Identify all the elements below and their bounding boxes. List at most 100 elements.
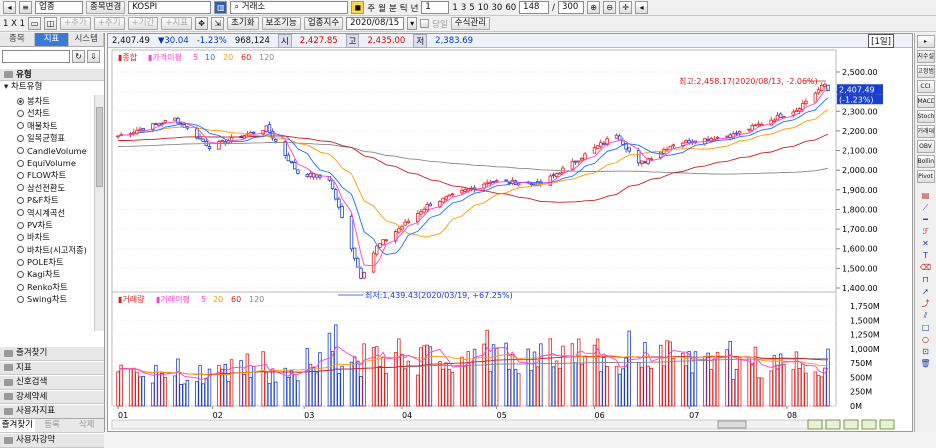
tab-delete[interactable]: 삭제 (78, 420, 95, 430)
reset-button[interactable]: 초기화 (227, 17, 259, 30)
tree-scrollbar[interactable] (94, 95, 104, 331)
period-button[interactable]: +기간 (127, 17, 159, 30)
chart-type-item[interactable]: 삼선전환도 (0, 182, 94, 194)
tab-favorites[interactable]: 즐겨찾기 (0, 419, 35, 432)
tab-register[interactable]: 등록 (44, 420, 60, 430)
indicator-button[interactable]: 거래대금 (916, 125, 935, 138)
chart-type-item[interactable]: POLE차트 (0, 256, 94, 268)
period-year[interactable]: 년 (410, 3, 419, 14)
layout-split-icon[interactable]: ◫ (44, 17, 58, 30)
period-badge[interactable]: [1일] (868, 33, 894, 48)
radio-icon[interactable] (17, 147, 24, 155)
radio-icon[interactable] (17, 196, 24, 204)
price-volume-chart[interactable]: 2,500.002,400.002,300.002,200.002,100.00… (108, 48, 912, 431)
chart-type-item[interactable]: 봉차트 (0, 95, 94, 107)
layout-single-icon[interactable]: ▭ (28, 17, 42, 30)
period-month[interactable]: 월 (378, 3, 386, 14)
box-icon[interactable]: □ (921, 323, 930, 332)
hline-icon[interactable]: ━ (923, 215, 928, 224)
indicator-button[interactable]: 고정범위 (916, 65, 935, 78)
fibonacci-icon[interactable]: ℱ (922, 227, 929, 236)
date-dropdown-icon[interactable]: ▾ (407, 17, 418, 30)
chart-type-item[interactable]: 선차트 (0, 107, 94, 119)
trend-icon[interactable]: ⤴ (921, 299, 930, 308)
pen-icon[interactable]: ▤ (921, 191, 930, 200)
tree-scrollbar-thumb[interactable] (96, 107, 103, 187)
indicator-button[interactable]: OBV (916, 140, 935, 153)
chart-type-item[interactable]: 일목균형표 (0, 132, 94, 144)
indicator-button[interactable]: Pivot (916, 170, 935, 183)
chart-type-item[interactable]: FLOW차트 (0, 169, 94, 181)
indicator-group[interactable]: 사용자강약 (0, 433, 104, 448)
range-current-field[interactable]: 148 (519, 1, 550, 14)
download-icon[interactable]: ⇩ (87, 50, 100, 63)
radio-icon[interactable] (17, 110, 24, 118)
market-search-field[interactable]: ⌕ 거래소 (230, 1, 349, 14)
text-icon[interactable]: T (923, 251, 928, 260)
gann-icon[interactable]: ✕ (922, 239, 929, 248)
quick-count-60[interactable]: 60 (505, 2, 517, 13)
radio-icon[interactable] (17, 258, 24, 266)
symbol-field[interactable]: KOSPI (128, 1, 212, 14)
tree-header[interactable]: ▾ 차트유형 (0, 81, 104, 94)
chart-type-item[interactable]: 매물차트 (0, 120, 94, 132)
quick-count-5[interactable]: 5 (469, 2, 475, 13)
radio-icon[interactable] (17, 134, 24, 142)
indicator-button[interactable]: 지수설정 (916, 50, 935, 63)
chart-type-item[interactable]: 바차트 (0, 231, 94, 243)
chart-type-item[interactable]: PV차트 (0, 219, 94, 231)
chart-type-item[interactable]: 바차트(시고저종) (0, 244, 94, 256)
radio-icon[interactable] (17, 221, 24, 229)
add-chart-button-2[interactable]: +추기 (93, 17, 125, 30)
indicator-button[interactable]: CCI (916, 80, 935, 93)
sector-index-button[interactable]: 업종지수 (303, 17, 344, 30)
indicator-button[interactable]: MACD (916, 95, 935, 108)
group-type[interactable]: 유형 (0, 69, 104, 81)
chart-type-item[interactable]: Kagi차트 (0, 268, 94, 280)
formula-manage-button[interactable]: 수식관리 (450, 17, 491, 30)
chart-type-item[interactable]: EquiVolume (0, 157, 94, 169)
radio-icon[interactable] (17, 233, 24, 241)
trash-icon[interactable]: 🗑 (920, 359, 931, 368)
radio-icon[interactable] (17, 122, 24, 130)
quick-count-30[interactable]: 30 (491, 2, 503, 13)
radio-icon[interactable] (17, 184, 24, 192)
radio-icon[interactable] (17, 295, 24, 303)
resize-icon[interactable]: ⇲ (211, 17, 225, 30)
crosshair-icon[interactable]: ✛ (619, 1, 633, 14)
range-total-field[interactable]: 300 (558, 1, 585, 14)
tab-system[interactable]: 시스템 (69, 33, 105, 46)
zoom-in-icon[interactable]: ⊕ (587, 1, 601, 14)
indicator-button[interactable]: Stoch (916, 110, 935, 123)
channel-icon[interactable]: ⫽ (923, 310, 928, 320)
scroll-left-icon[interactable]: ◂ (635, 1, 649, 14)
radio-icon[interactable] (17, 172, 24, 180)
quick-count-10[interactable]: 10 (477, 2, 489, 13)
lock-icon[interactable]: ⊡ (922, 347, 929, 356)
chart-type-item[interactable]: P&F차트 (0, 194, 94, 206)
tab-indicators[interactable]: 지표 (34, 33, 70, 46)
add-chart-button[interactable]: +추가 (60, 17, 91, 30)
radio-icon[interactable] (17, 246, 24, 254)
circle-icon[interactable]: ○ (922, 335, 929, 344)
radio-icon[interactable] (17, 283, 24, 291)
chart-type-item[interactable]: CandleVolume (0, 145, 94, 157)
period-tick[interactable]: 틱 (399, 3, 408, 14)
magnet-icon[interactable]: ⊓ (922, 275, 929, 284)
quick-count-3[interactable]: 3 (460, 2, 467, 13)
chart-type-item[interactable]: 역시계곡선 (0, 207, 94, 219)
chart-type-item[interactable]: Swing차트 (0, 293, 94, 305)
chart-grid-icon[interactable]: ▥ (214, 1, 228, 14)
arrow-icon[interactable]: ➚ (922, 287, 929, 296)
indicator-group[interactable]: 강세약세 (0, 389, 104, 404)
menu-icon[interactable]: ≡ (19, 1, 32, 14)
line-icon[interactable]: ⟋ (922, 202, 929, 212)
period-minute[interactable]: 분 (388, 3, 397, 14)
move-icon[interactable]: ✥ (195, 17, 209, 30)
chart-type-item[interactable]: Renko차트 (0, 281, 94, 293)
prev-arrow-icon[interactable]: ◂ (3, 1, 16, 14)
indicator-group[interactable]: 지표 (0, 360, 104, 375)
day-period-icon[interactable]: ◼ (351, 1, 365, 14)
indicator-search-input[interactable] (2, 50, 70, 63)
quick-count-1[interactable]: 1 (452, 2, 458, 13)
